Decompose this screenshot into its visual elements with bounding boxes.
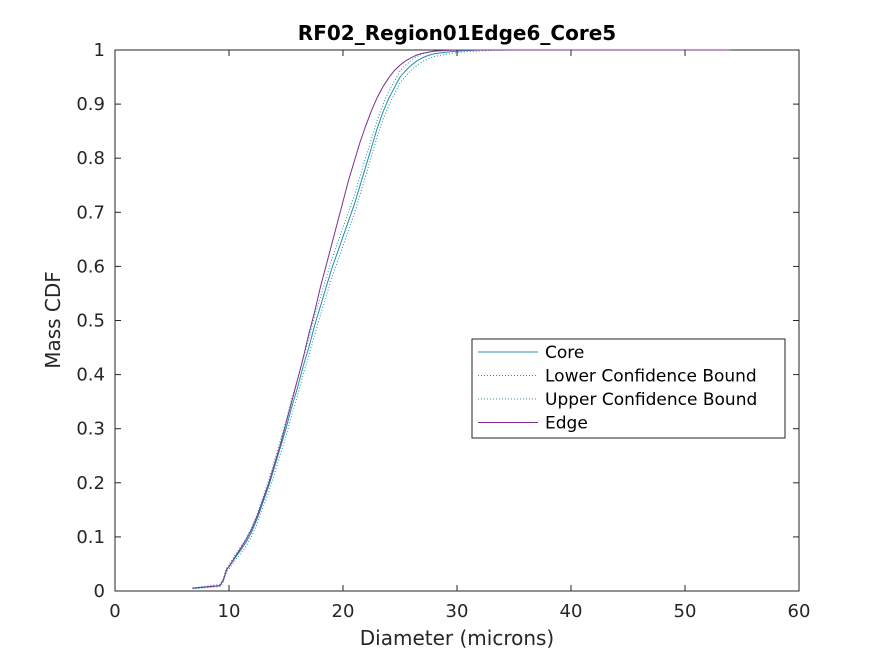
plot-area (114, 49, 800, 592)
x-axis-title: Diameter (microns) (360, 626, 554, 650)
x-tick-label: 40 (560, 601, 583, 622)
y-tick-label: 0.4 (76, 365, 105, 386)
y-tick-label: 0.9 (76, 94, 105, 115)
y-tick-label: 0.8 (76, 148, 105, 169)
y-tick-label: 0.3 (76, 419, 105, 440)
legend: Core Lower Confidence Bound Upper Confiden… (471, 338, 786, 439)
legend-label: Edge (545, 414, 588, 434)
legend-box (471, 338, 786, 439)
chart-title: RF02_Region01Edge6_Core5 (298, 21, 616, 45)
x-tick-label: 20 (332, 601, 355, 622)
legend-label: Upper Confidence Bound (545, 390, 757, 410)
x-tick-label: 60 (788, 601, 811, 622)
series-line-edge (192, 49, 731, 589)
x-tick-label: 30 (446, 601, 469, 622)
x-tick-label: 0 (109, 601, 120, 622)
y-tick-label: 0.7 (76, 202, 105, 223)
series-line-core (192, 49, 731, 589)
y-tick-label: 1 (94, 40, 105, 61)
y-tick-label: 0.6 (76, 256, 105, 277)
legend-label: Lower Confidence Bound (545, 367, 757, 387)
y-tick-label: 0 (94, 581, 105, 602)
x-tick-label: 10 (218, 601, 241, 622)
x-tick-label: 50 (674, 601, 697, 622)
y-axis-title: Mass CDF (41, 271, 65, 369)
y-tick-label: 0.1 (76, 527, 105, 548)
y-tick-label: 0.5 (76, 311, 105, 332)
series-layer (192, 49, 731, 590)
ticks-layer: 0 10 20 30 40 50 60 0 0.1 0.2 0.3 0.4 0.5 0.6 0.7 0.8 0.… (76, 40, 810, 622)
y-tick-label: 0.2 (76, 473, 105, 494)
axes-box (114, 49, 800, 592)
legend-label: Core (545, 343, 584, 363)
